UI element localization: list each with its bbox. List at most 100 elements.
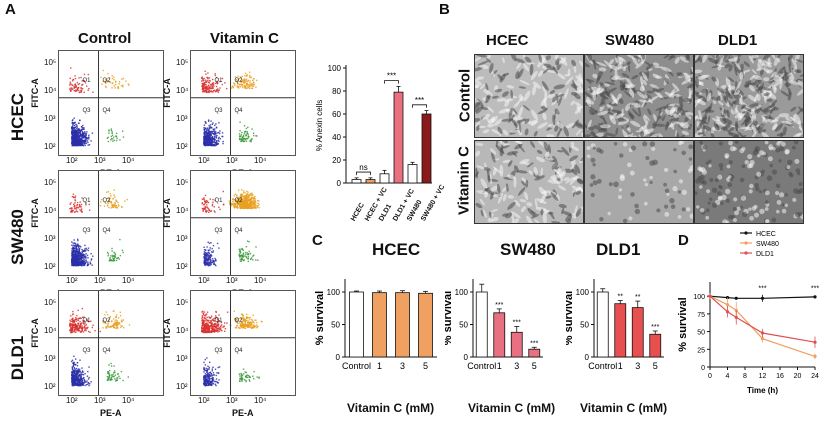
cell	[723, 122, 731, 132]
event-dot	[87, 321, 90, 323]
event-dot	[246, 374, 248, 376]
facs-y-tick: 10⁴	[176, 206, 189, 215]
event-dot	[207, 259, 209, 262]
event-dot	[83, 73, 86, 76]
event-dot	[240, 255, 243, 257]
event-dot	[206, 319, 208, 321]
cell	[734, 89, 740, 96]
cell	[719, 92, 723, 101]
cell	[605, 132, 616, 137]
event-dot	[246, 240, 249, 242]
event-dot	[248, 325, 251, 328]
event-dot	[209, 256, 211, 258]
event-dot	[212, 244, 215, 247]
event-dot	[71, 381, 73, 384]
facs-y-tick: 10²	[44, 262, 56, 271]
event-dot	[203, 383, 206, 386]
event-dot	[210, 210, 213, 212]
event-dot	[123, 327, 125, 329]
event-dot	[76, 134, 78, 136]
quadrant-label: Q4	[103, 228, 112, 234]
event-dot	[232, 198, 234, 200]
event-dot	[72, 374, 74, 376]
event-dot	[204, 330, 207, 332]
cell	[624, 76, 633, 86]
event-dot	[208, 326, 210, 328]
cell	[744, 80, 752, 84]
event-dot	[240, 193, 243, 196]
event-dot	[242, 206, 244, 208]
event-dot	[73, 139, 75, 142]
event-dot	[111, 134, 114, 136]
cell	[762, 77, 770, 82]
event-dot	[253, 82, 255, 84]
event-dot	[208, 328, 210, 330]
event-dot	[202, 327, 204, 329]
event-dot	[85, 261, 87, 263]
event-dot	[73, 384, 76, 386]
event-dot	[241, 201, 244, 203]
event-dot	[83, 327, 86, 329]
event-dot	[72, 383, 74, 386]
event-dot	[211, 205, 214, 207]
event-dot	[71, 136, 73, 139]
event-dot	[248, 323, 251, 326]
event-dot	[82, 260, 84, 263]
event-dot	[108, 129, 110, 131]
cell	[707, 115, 711, 123]
event-dot	[84, 248, 86, 250]
event-dot	[211, 127, 213, 129]
event-dot	[84, 250, 87, 252]
event-dot	[208, 91, 210, 93]
event-dot	[78, 245, 80, 248]
event-dot	[204, 141, 206, 143]
event-dot	[108, 377, 110, 379]
event-dot	[214, 368, 217, 370]
event-dot	[103, 205, 106, 207]
y-tick-label: 40	[332, 133, 341, 142]
cell	[565, 76, 574, 86]
event-dot	[122, 379, 124, 382]
event-dot	[221, 324, 223, 326]
event-dot	[241, 75, 243, 77]
event-dot	[115, 135, 118, 138]
event-dot	[75, 89, 77, 91]
event-dot	[108, 132, 110, 134]
event-dot	[80, 209, 82, 212]
cell	[547, 93, 556, 99]
facs-y-tick: 10⁴	[44, 86, 57, 95]
event-dot	[76, 262, 78, 265]
event-dot	[207, 372, 209, 374]
event-dot	[84, 131, 86, 133]
event-dot	[213, 90, 215, 92]
event-dot	[250, 192, 252, 195]
event-dot	[202, 89, 204, 91]
event-dot	[204, 82, 206, 84]
event-dot	[72, 327, 75, 329]
event-dot	[205, 89, 207, 91]
event-dot	[78, 263, 81, 265]
event-dot	[114, 320, 116, 323]
event-dot	[85, 137, 87, 140]
event-dot	[245, 195, 248, 197]
event-dot	[72, 320, 74, 323]
event-dot	[253, 83, 255, 86]
event-dot	[209, 247, 211, 249]
event-dot	[212, 319, 215, 322]
event-dot	[201, 331, 204, 333]
event-dot	[247, 84, 250, 86]
event-dot	[211, 322, 213, 324]
event-dot	[209, 320, 212, 322]
event-dot	[241, 205, 244, 207]
event-dot	[204, 200, 206, 203]
cell	[597, 110, 609, 116]
event-dot	[76, 264, 79, 267]
event-dot	[115, 316, 117, 319]
event-dot	[83, 80, 86, 82]
cell	[475, 66, 484, 72]
cell	[654, 66, 663, 69]
cell	[660, 66, 672, 72]
event-dot	[212, 366, 214, 368]
event-dot	[211, 132, 213, 135]
event-dot	[205, 84, 207, 86]
